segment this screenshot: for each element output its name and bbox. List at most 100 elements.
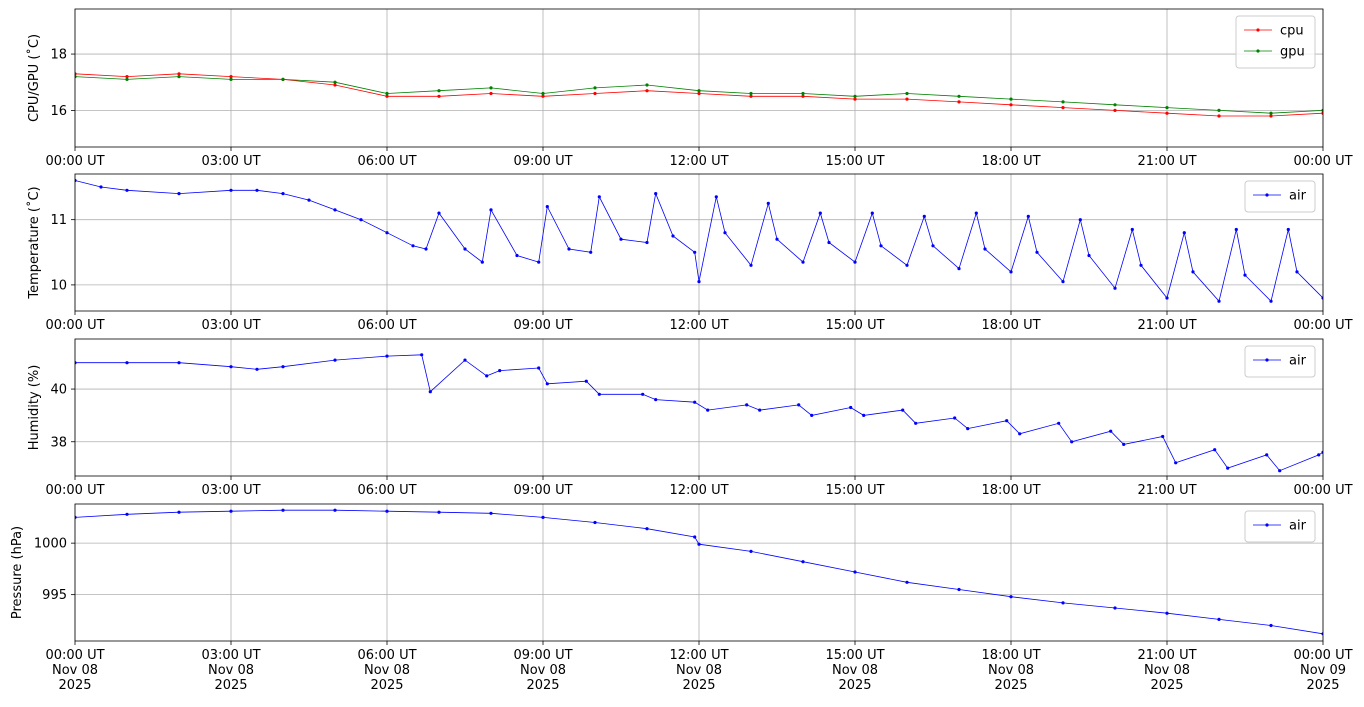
data-point — [853, 94, 857, 98]
data-point — [545, 382, 549, 386]
data-point — [905, 263, 909, 267]
data-point — [1165, 111, 1169, 115]
data-point — [697, 542, 701, 546]
legend-box — [1244, 345, 1316, 378]
data-point — [1269, 623, 1273, 628]
data-point — [849, 405, 853, 410]
data-point — [1109, 429, 1113, 433]
data-point — [537, 260, 541, 264]
data-point — [333, 83, 337, 87]
data-point — [593, 86, 597, 90]
x-tick-label: 12:00 UT Nov 08 2025 — [669, 648, 728, 693]
data-point — [810, 413, 814, 417]
data-point — [480, 260, 484, 264]
data-point — [901, 408, 905, 412]
data-point — [177, 192, 181, 196]
data-point — [437, 510, 441, 514]
data-point — [1009, 270, 1013, 274]
plot-frame — [74, 503, 1324, 642]
data-point — [541, 91, 545, 96]
data-point — [177, 510, 181, 514]
x-tick-label: 09:00 UT Nov 08 2025 — [513, 648, 572, 693]
legend-marker — [1265, 523, 1269, 527]
data-point — [974, 211, 978, 215]
x-tick-label: 21:00 UT — [1137, 154, 1196, 169]
data-point — [1113, 103, 1117, 107]
legend-marker — [1265, 358, 1269, 362]
x-tick-label: 18:00 UT — [981, 318, 1040, 333]
legend-marker — [1256, 49, 1260, 53]
data-point — [697, 91, 701, 96]
data-point — [385, 231, 389, 235]
legend-marker — [1265, 193, 1269, 197]
data-point — [749, 549, 753, 554]
data-point — [645, 83, 649, 87]
data-point — [281, 192, 285, 196]
data-point — [801, 91, 805, 96]
data-point — [411, 244, 415, 248]
x-tick-label: 03:00 UT Nov 08 2025 — [201, 648, 260, 693]
data-point — [489, 91, 493, 96]
data-point — [1078, 218, 1082, 222]
data-point — [1139, 263, 1143, 267]
data-point — [749, 94, 753, 98]
data-point — [1269, 114, 1273, 118]
data-point — [827, 240, 831, 245]
data-point — [281, 508, 285, 512]
data-point — [1226, 466, 1230, 470]
x-tick-label: 06:00 UT — [357, 154, 416, 169]
y-tick-label: 38 — [50, 435, 67, 450]
data-point — [229, 188, 233, 192]
plot-frame — [74, 338, 1324, 477]
data-point — [177, 75, 181, 79]
data-point — [229, 75, 233, 79]
x-tick-label: 09:00 UT — [513, 483, 572, 498]
x-tick-label: 06:00 UT Nov 08 2025 — [357, 648, 416, 693]
data-point — [437, 89, 441, 93]
x-tick-label: 12:00 UT — [669, 318, 728, 333]
data-point — [693, 400, 697, 404]
data-point — [1122, 442, 1126, 446]
x-tick-label: 00:00 UT Nov 09 2025 — [1293, 648, 1352, 693]
data-point — [281, 365, 285, 369]
data-point — [745, 403, 749, 407]
y-axis-label: Humidity (%) — [27, 365, 42, 451]
data-point — [281, 77, 285, 81]
data-point — [766, 201, 770, 205]
y-tick-label: 18 — [50, 48, 67, 63]
data-point — [99, 185, 103, 189]
data-point — [953, 416, 957, 420]
data-point — [1217, 299, 1221, 303]
data-point — [645, 240, 649, 245]
data-point — [801, 260, 805, 264]
data-point — [545, 205, 549, 209]
data-point — [1113, 606, 1117, 610]
data-point — [385, 354, 389, 358]
data-point — [818, 211, 822, 215]
data-point — [597, 392, 601, 396]
data-point — [385, 509, 389, 513]
x-tick-label: 06:00 UT — [357, 483, 416, 498]
data-point — [1286, 227, 1290, 232]
data-point — [853, 260, 857, 264]
legend-label: cpu — [1280, 24, 1304, 39]
x-tick-label: 21:00 UT — [1137, 318, 1196, 333]
data-point — [905, 91, 909, 96]
data-point — [671, 234, 675, 238]
data-point — [385, 91, 389, 96]
data-point — [645, 89, 649, 93]
x-tick-label: 03:00 UT — [201, 318, 260, 333]
legend: air — [1244, 180, 1316, 213]
data-point — [1061, 601, 1065, 605]
data-point — [758, 408, 762, 412]
data-point — [333, 80, 337, 84]
data-point — [1213, 448, 1217, 452]
y-tick-label: 40 — [50, 383, 67, 398]
data-point — [125, 361, 129, 365]
x-tick-label: 00:00 UT Nov 08 2025 — [45, 648, 104, 693]
data-point — [853, 570, 857, 574]
data-point — [775, 237, 779, 241]
data-point — [714, 195, 718, 199]
data-point — [1087, 253, 1091, 258]
